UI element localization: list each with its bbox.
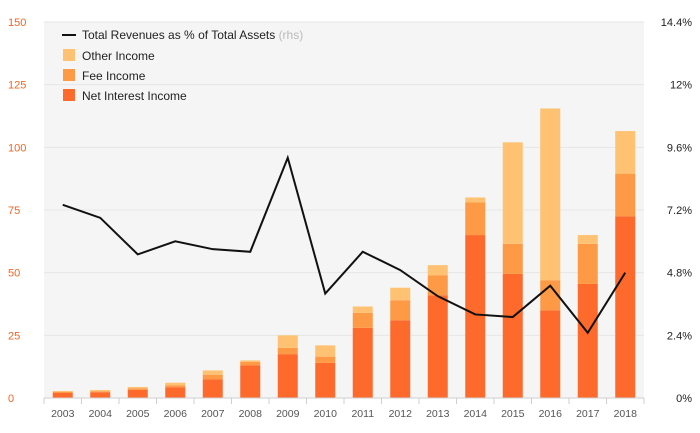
bar-segment	[390, 300, 411, 321]
y-right-tick-label: 2.4%	[667, 330, 692, 342]
bar-segment	[465, 197, 486, 203]
legend-label: Fee Income	[82, 69, 146, 83]
line-series	[62, 154, 627, 335]
x-tick-label: 2018	[614, 408, 638, 420]
y-left-tick-label: 150	[8, 17, 26, 29]
y-left-tick-label: 0	[8, 393, 14, 405]
legend-swatch	[63, 69, 75, 81]
bar-segment	[165, 382, 186, 386]
bar-segment	[315, 362, 336, 398]
y-right-tick-label: 14.4%	[661, 17, 692, 29]
legend-swatch	[63, 89, 75, 101]
y-right-tick-label: 0%	[676, 393, 692, 405]
y-left-tick-label: 50	[8, 268, 20, 280]
x-tick-label: 2014	[464, 408, 488, 420]
bar-segment	[615, 216, 636, 398]
x-tick-label: 2013	[426, 408, 450, 420]
bar-segment	[390, 287, 411, 301]
legend-line-note: (rhs)	[279, 28, 304, 42]
bar-segment	[352, 306, 373, 313]
bar-segment	[540, 310, 561, 398]
bar-segment	[352, 312, 373, 328]
x-tick-label: 2011	[351, 408, 374, 420]
bar-segment	[315, 356, 336, 363]
x-tick-label: 2009	[276, 408, 300, 420]
bar-segment	[427, 275, 448, 296]
bar-segment	[502, 142, 523, 244]
bars	[52, 108, 636, 398]
y-left-tick-label: 75	[8, 205, 20, 217]
bar-segment	[277, 354, 298, 398]
bar-segment	[352, 327, 373, 398]
x-tick-label: 2008	[239, 408, 263, 420]
legend: Total Revenues as % of Total Assets (rhs…	[62, 28, 303, 103]
bar-segment	[90, 391, 111, 393]
axes: 0 25 50 75 100 125 150 0% 2.4% 4.8% 7.2% 9.6% 12% 14.…	[8, 17, 692, 420]
bar-segment	[52, 390, 73, 392]
y-right-tick-label: 12%	[670, 80, 692, 92]
bar-segment	[465, 235, 486, 398]
bar-segment	[390, 320, 411, 398]
bar-segment	[202, 379, 223, 398]
bar-segment	[127, 386, 148, 389]
x-tick-label: 2004	[89, 408, 113, 420]
bar-segment	[90, 392, 111, 398]
x-tick-label: 2017	[576, 408, 600, 420]
bar-segment	[465, 202, 486, 236]
y-right-tick-label: 7.2%	[667, 205, 692, 217]
bar-segment	[277, 335, 298, 348]
legend-label: Total Revenues as % of Total Assets (rhs…	[82, 28, 303, 42]
bar-segment	[577, 283, 598, 398]
bar-segment	[427, 265, 448, 276]
x-tick-label: 2016	[539, 408, 563, 420]
y-left-tick-label: 100	[8, 142, 26, 154]
legend-label: Other Income	[82, 49, 155, 63]
x-tick-label: 2003	[51, 408, 75, 420]
bar-segment	[540, 108, 561, 281]
bar-segment	[502, 243, 523, 274]
bar-segment	[127, 389, 148, 398]
x-tick-label: 2010	[314, 408, 338, 420]
x-tick-label: 2012	[389, 408, 413, 420]
bar-segment	[240, 361, 261, 366]
legend-label: Net Interest Income	[82, 89, 187, 103]
bar-segment	[202, 370, 223, 375]
bar-segment	[427, 295, 448, 398]
bar-segment	[315, 345, 336, 357]
bar-segment	[52, 392, 73, 398]
y-left-tick-label: 25	[8, 330, 20, 342]
legend-line-name: Total Revenues as % of Total Assets	[82, 28, 279, 42]
y-right-tick-label: 4.8%	[667, 268, 692, 280]
bar-segment	[165, 385, 186, 388]
bar-segment	[202, 374, 223, 380]
legend-swatch	[63, 49, 75, 61]
bar-segment	[577, 235, 598, 244]
revenue-ratio-line	[62, 154, 627, 335]
bar-segment	[502, 273, 523, 398]
y-left-tick-label: 125	[8, 80, 26, 92]
bar-segment	[577, 243, 598, 284]
bar-segment	[277, 347, 298, 355]
x-tick-label: 2005	[126, 408, 150, 420]
bar-segment	[90, 389, 111, 392]
bar-segment	[615, 131, 636, 174]
bar-segment	[540, 280, 561, 311]
x-tick-label: 2015	[501, 408, 525, 420]
bar-segment	[240, 365, 261, 398]
bar-segment	[240, 360, 261, 362]
x-tick-label: 2006	[164, 408, 188, 420]
bar-segment	[615, 173, 636, 217]
x-tick-label: 2007	[201, 408, 225, 420]
bar-segment	[127, 388, 148, 390]
bar-segment	[165, 387, 186, 398]
bar-segment	[52, 391, 73, 393]
y-right-tick-label: 9.6%	[667, 142, 692, 154]
